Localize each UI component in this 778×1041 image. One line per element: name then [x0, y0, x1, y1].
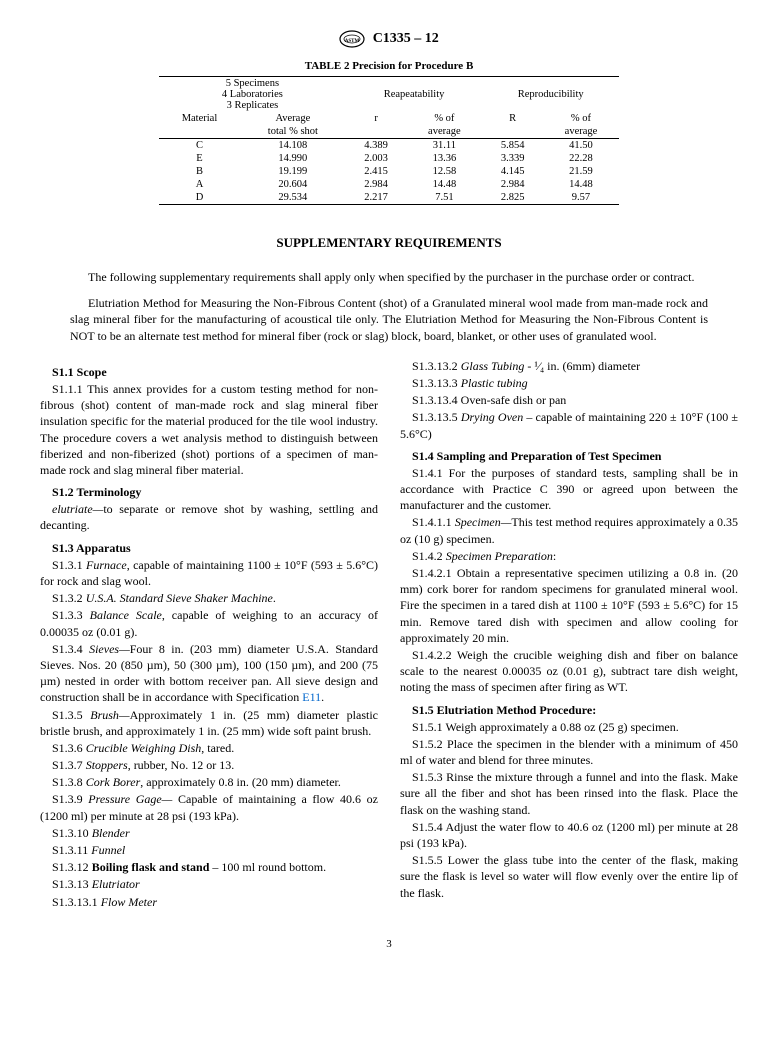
body-para: S1.4.2 Specimen Preparation:: [400, 548, 738, 564]
table-cell: 41.50: [543, 139, 619, 153]
table-cell: 19.199: [240, 165, 346, 178]
table-cell: 22.28: [543, 152, 619, 165]
svg-text:ASTM: ASTM: [345, 39, 360, 44]
table-cell: 9.57: [543, 191, 619, 205]
table-cell: 5.854: [482, 139, 543, 153]
table-cell: 21.59: [543, 165, 619, 178]
term: elutriate—: [52, 502, 103, 516]
col-big-r: R: [482, 112, 543, 125]
col-pct-sub: average: [543, 125, 619, 139]
body-para: S1.3.13.1 Flow Meter: [40, 894, 378, 910]
section-heading: S1.5 Elutriation Method Procedure:: [400, 702, 738, 718]
page-number: 3: [40, 938, 738, 950]
body-para: elutriate—to separate or remove shot by …: [40, 501, 378, 533]
table-cell: 14.48: [406, 178, 482, 191]
table-cell: B: [159, 165, 240, 178]
table-cell: 2.984: [346, 178, 407, 191]
section-heading: S1.3 Apparatus: [40, 540, 378, 556]
body-para: S1.3.11 Funnel: [40, 842, 378, 858]
body-para: S1.5.1 Weigh approximately a 0.88 oz (25…: [400, 719, 738, 735]
table-cell: 2.984: [482, 178, 543, 191]
table-cell: 4.145: [482, 165, 543, 178]
table-cell: D: [159, 191, 240, 205]
body-para: S1.3.1 Furnace, capable of maintaining 1…: [40, 557, 378, 589]
body-para: S1.3.13.4 Oven-safe dish or pan: [400, 392, 738, 408]
table-cell: E: [159, 152, 240, 165]
body-para: S1.3.12 Boiling flask and stand – 100 ml…: [40, 859, 378, 875]
spec-line: 3 Replicates: [227, 100, 279, 111]
doc-code: C1335 – 12: [373, 31, 439, 46]
table-cell: 2.415: [346, 165, 407, 178]
table-cell: 7.51: [406, 191, 482, 205]
col-avg: Average: [275, 113, 310, 124]
page-header: ASTM C1335 – 12: [40, 30, 738, 48]
table-cell: C: [159, 139, 240, 153]
body-para: S1.3.6 Crucible Weighing Dish, tared.: [40, 740, 378, 756]
body-para: S1.3.2 U.S.A. Standard Sieve Shaker Mach…: [40, 590, 378, 606]
table-cell: 14.48: [543, 178, 619, 191]
table-cell: A: [159, 178, 240, 191]
col-avg-sub: total % shot: [240, 125, 346, 139]
body-para: S1.3.5 Brush—Approximately 1 in. (25 mm)…: [40, 707, 378, 739]
body-para: S1.4.1 For the purposes of standard test…: [400, 465, 738, 514]
body-para: S1.5.2 Place the specimen in the blender…: [400, 736, 738, 768]
table-cell: 4.389: [346, 139, 407, 153]
table-row: A20.6042.98414.482.98414.48: [159, 178, 619, 191]
col-group: Reproducibility: [482, 77, 619, 113]
table-row: B19.1992.41512.584.14521.59: [159, 165, 619, 178]
table-cell: 29.534: [240, 191, 346, 205]
table-cell: 14.990: [240, 152, 346, 165]
intro-block: The following supplementary requirements…: [70, 269, 708, 344]
body-para: S1.3.9 Pressure Gage— Capable of maintai…: [40, 791, 378, 823]
body-para: S1.3.3 Balance Scale, capable of weighin…: [40, 607, 378, 639]
table-cell: 2.003: [346, 152, 407, 165]
col-pct-sub: average: [406, 125, 482, 139]
table-cell: 31.11: [406, 139, 482, 153]
body-para: S1.3.7 Stoppers, rubber, No. 12 or 13.: [40, 757, 378, 773]
body-para: S1.5.4 Adjust the water flow to 40.6 oz …: [400, 819, 738, 851]
body-para: S1.5.3 Rinse the mixture through a funne…: [400, 769, 738, 818]
body-columns: S1.1 Scope S1.1.1 This annex provides fo…: [40, 358, 738, 910]
body-para: S1.3.8 Cork Borer, approximately 0.8 in.…: [40, 774, 378, 790]
table-cell: 3.339: [482, 152, 543, 165]
col-material: Material: [159, 112, 240, 125]
body-para: S1.3.10 Blender: [40, 825, 378, 841]
table-row: D29.5342.2177.512.8259.57: [159, 191, 619, 205]
table-cell: 2.217: [346, 191, 407, 205]
intro-para: The following supplementary requirements…: [70, 269, 708, 285]
body-para: S1.4.1.1 Specimen—This test method requi…: [400, 514, 738, 546]
body-para: S1.5.5 Lower the glass tube into the cen…: [400, 852, 738, 901]
section-heading: S1.2 Terminology: [40, 484, 378, 500]
intro-para: Elutriation Method for Measuring the Non…: [70, 295, 708, 344]
section-heading: S1.1 Scope: [40, 364, 378, 380]
table-row: C14.1084.38931.115.85441.50: [159, 139, 619, 153]
table-cell: 12.58: [406, 165, 482, 178]
table-title: TABLE 2 Precision for Procedure B: [40, 60, 738, 72]
precision-table: 5 Specimens 4 Laboratories 3 Replicates …: [159, 76, 619, 205]
table-cell: 20.604: [240, 178, 346, 191]
body-para: S1.3.13.2 Glass Tubing - ¹⁄₄ in. (6mm) d…: [400, 358, 738, 374]
table-row: E14.9902.00313.363.33922.28: [159, 152, 619, 165]
body-para: S1.3.13.5 Drying Oven – capable of maint…: [400, 409, 738, 441]
table-cell: 2.825: [482, 191, 543, 205]
body-para: S1.3.4 Sieves—Four 8 in. (203 mm) diamet…: [40, 641, 378, 706]
body-para: S1.3.13 Elutriator: [40, 876, 378, 892]
spec-line: 4 Laboratories: [222, 89, 283, 100]
table-cell: 13.36: [406, 152, 482, 165]
astm-logo-icon: ASTM: [339, 30, 365, 48]
ref-link[interactable]: E11: [302, 690, 321, 704]
body-para: S1.1.1 This annex provides for a custom …: [40, 381, 378, 478]
section-heading: S1.4 Sampling and Preparation of Test Sp…: [400, 448, 738, 464]
body-para: S1.4.2.1 Obtain a representative specime…: [400, 565, 738, 646]
body-para: S1.3.13.3 Plastic tubing: [400, 375, 738, 391]
col-pct: % of: [434, 113, 454, 124]
col-r: r: [346, 112, 407, 125]
supplementary-title: SUPPLEMENTARY REQUIREMENTS: [40, 235, 738, 251]
col-group: Reapeatability: [346, 77, 483, 113]
spec-line: 5 Specimens: [226, 78, 279, 89]
table-cell: 14.108: [240, 139, 346, 153]
col-pct: % of: [571, 113, 591, 124]
body-para: S1.4.2.2 Weigh the crucible weighing dis…: [400, 647, 738, 696]
